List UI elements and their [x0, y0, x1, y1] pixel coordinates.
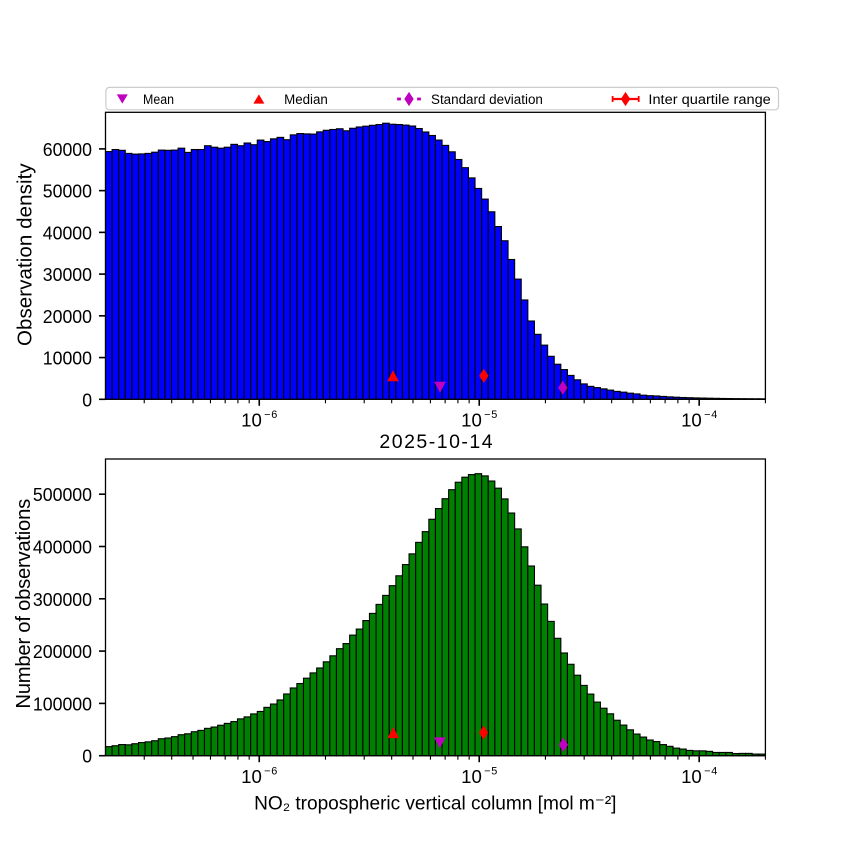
- svg-text:50000: 50000: [43, 181, 92, 202]
- svg-text:300000: 300000: [33, 589, 92, 610]
- svg-text:40000: 40000: [43, 222, 92, 243]
- svg-text:30000: 30000: [43, 264, 92, 285]
- svg-text:NO₂ tropospheric vertical colu: NO₂ tropospheric vertical column [mol m⁻…: [254, 794, 616, 815]
- svg-text:10: 10: [461, 410, 482, 431]
- svg-text:20000: 20000: [43, 306, 92, 327]
- svg-text:Observation density: Observation density: [13, 163, 36, 346]
- svg-text:200000: 200000: [33, 641, 92, 662]
- svg-text:Inter quartile range: Inter quartile range: [648, 91, 771, 107]
- svg-text:2025-10-14: 2025-10-14: [379, 431, 492, 453]
- svg-text:10: 10: [241, 410, 262, 431]
- svg-text:Median: Median: [284, 91, 328, 107]
- svg-text:10: 10: [241, 766, 262, 787]
- svg-text:10: 10: [681, 410, 702, 431]
- svg-text:60000: 60000: [43, 139, 92, 160]
- svg-text:10000: 10000: [43, 348, 92, 369]
- svg-text:Number of observations: Number of observations: [13, 499, 35, 709]
- svg-text:0: 0: [82, 389, 92, 410]
- svg-text:−4: −4: [704, 409, 717, 421]
- svg-text:500000: 500000: [33, 484, 92, 505]
- svg-text:−5: −5: [484, 766, 497, 778]
- svg-text:100000: 100000: [33, 693, 92, 714]
- svg-text:−6: −6: [264, 409, 277, 421]
- svg-text:−6: −6: [264, 766, 277, 778]
- svg-text:Mean: Mean: [143, 91, 174, 107]
- svg-text:−5: −5: [484, 409, 497, 421]
- svg-text:Standard deviation: Standard deviation: [431, 91, 543, 107]
- svg-text:−4: −4: [704, 766, 717, 778]
- svg-text:0: 0: [82, 746, 92, 767]
- svg-text:400000: 400000: [33, 537, 92, 558]
- svg-text:10: 10: [461, 766, 482, 787]
- svg-text:10: 10: [681, 766, 702, 787]
